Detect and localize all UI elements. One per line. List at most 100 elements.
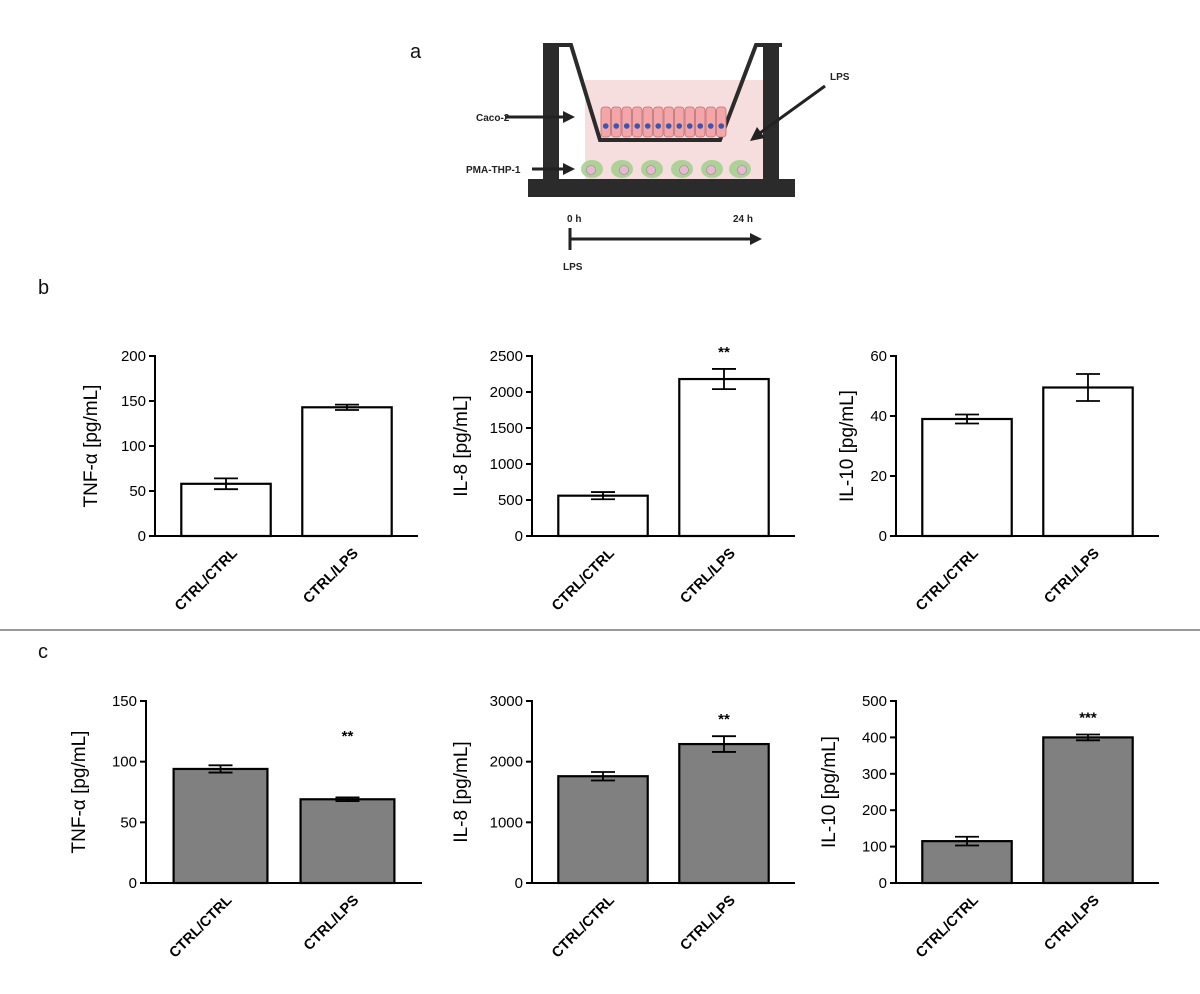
y-tick-label: 0 [515, 528, 523, 545]
y-tick-label: 500 [498, 492, 523, 509]
y-tick-label: 400 [862, 729, 887, 746]
significance-marker: ** [718, 344, 730, 361]
y-tick-label: 1000 [490, 456, 523, 473]
caco2-nucleus [623, 123, 630, 129]
chart-c-tnfa: ** 0 50 100 150 TNF-α [pg/mL] CTRL/CTRL CTRL/LP… [69, 693, 422, 961]
y-tick-label: 150 [112, 693, 137, 710]
caco2-cell [621, 106, 632, 138]
y-tick-label: 20 [870, 468, 887, 485]
bar [557, 494, 649, 538]
y-tick-label: 100 [112, 754, 137, 771]
y-tick-label: 100 [862, 839, 887, 856]
y-tick-label: 50 [120, 814, 137, 831]
thp1-nucleus [737, 165, 747, 175]
x-tick-label: CTRL/LPS [301, 892, 363, 954]
caco2-nucleus [686, 123, 693, 129]
caco2-cell [674, 106, 685, 138]
time-end-label: 24 h [733, 214, 753, 225]
caco2-nucleus [644, 123, 651, 129]
caco2-cell [695, 106, 706, 138]
y-axis-label: IL-10 [pg/mL] [819, 736, 840, 848]
well-bottom [528, 179, 795, 197]
caco2-nucleus [634, 123, 641, 129]
caco2-cell [663, 106, 674, 138]
bar [172, 767, 269, 885]
bar [299, 798, 396, 885]
caco2-nucleus [665, 123, 672, 129]
y-tick-label: 150 [121, 393, 146, 410]
x-tick-label: CTRL/LPS [300, 545, 362, 607]
thp1-nucleus [619, 165, 629, 175]
chart-b-tnfa: 0 50 100 150 200 TNF-α [pg/mL] CTRL/CTRL CTRL/L… [81, 348, 418, 614]
panel-label-c: c [38, 641, 48, 663]
thp1-nucleus [679, 165, 689, 175]
caco2-nucleus [676, 123, 683, 129]
lps-arrow [759, 84, 826, 135]
y-axis-label: IL-10 [pg/mL] [837, 390, 858, 502]
y-tick-label: 60 [870, 348, 887, 365]
x-tick-label: CTRL/CTRL [549, 545, 618, 614]
y-tick-label: 0 [879, 528, 887, 545]
bar [921, 840, 1013, 885]
caco2-cell [600, 106, 611, 138]
timeline-arrowhead [750, 233, 762, 245]
lps-timeline-label: LPS [563, 262, 583, 273]
caco2-cell [684, 106, 695, 138]
significance-marker: ** [342, 728, 354, 745]
x-tick-label: CTRL/CTRL [549, 892, 618, 961]
y-axis-label: TNF-α [pg/mL] [69, 731, 90, 854]
y-tick-label: 40 [870, 408, 887, 425]
caco2-cell [642, 106, 653, 138]
caco2-monolayer [600, 106, 727, 138]
thp1-nucleus [646, 165, 656, 175]
bar [921, 417, 1013, 538]
y-tick-label: 100 [121, 438, 146, 455]
caco2-cell [716, 106, 727, 138]
x-tick-label: CTRL/CTRL [913, 892, 982, 961]
x-tick-label: CTRL/LPS [1041, 545, 1103, 607]
y-tick-label: 50 [129, 483, 146, 500]
y-tick-label: 2000 [490, 384, 523, 401]
bar [557, 775, 649, 885]
x-tick-label: CTRL/LPS [677, 545, 739, 607]
caco2-nucleus [707, 123, 714, 129]
y-tick-label: 3000 [490, 693, 523, 710]
caco2-nucleus [718, 123, 725, 129]
well-wall-left [543, 46, 559, 182]
lps-arrowhead [750, 127, 765, 141]
well-wall-right [763, 46, 779, 182]
y-tick-label: 500 [862, 693, 887, 710]
y-tick-label: 200 [862, 802, 887, 819]
y-axis-label: IL-8 [pg/mL] [451, 741, 472, 842]
thp1-nucleus [706, 165, 716, 175]
bar [1042, 386, 1134, 538]
caco2-cell [632, 106, 643, 138]
bar [678, 742, 770, 885]
x-tick-label: CTRL/CTRL [913, 545, 982, 614]
y-tick-label: 300 [862, 766, 887, 783]
y-tick-label: 2000 [490, 754, 523, 771]
coculture-diagram: Caco-2 PMA-THP-1 LPS 0 h 24 h LPS [466, 43, 850, 273]
y-tick-label: 200 [121, 348, 146, 365]
thp1-nucleus [586, 165, 596, 175]
caco2-nucleus [655, 123, 662, 129]
y-tick-label: 0 [515, 875, 523, 892]
thp1-label: PMA-THP-1 [466, 165, 521, 176]
bar [1042, 736, 1134, 885]
panel-label-a: a [410, 41, 422, 63]
chart-b-il8: ** 0 500 1000 1500 2000 2500 IL-8 [pg/mL] CTRL/C… [451, 344, 795, 614]
caco2-nucleus [602, 123, 609, 129]
caco2-label: Caco-2 [476, 113, 510, 124]
significance-marker: ** [718, 711, 730, 728]
thp1-macrophages [581, 160, 751, 178]
bar [180, 482, 272, 538]
y-tick-label: 1500 [490, 420, 523, 437]
y-axis-label: IL-8 [pg/mL] [451, 395, 472, 496]
y-tick-label: 2500 [490, 348, 523, 365]
panel-label-b: b [38, 277, 49, 299]
time-start-label: 0 h [567, 214, 581, 225]
y-tick-label: 0 [138, 528, 146, 545]
